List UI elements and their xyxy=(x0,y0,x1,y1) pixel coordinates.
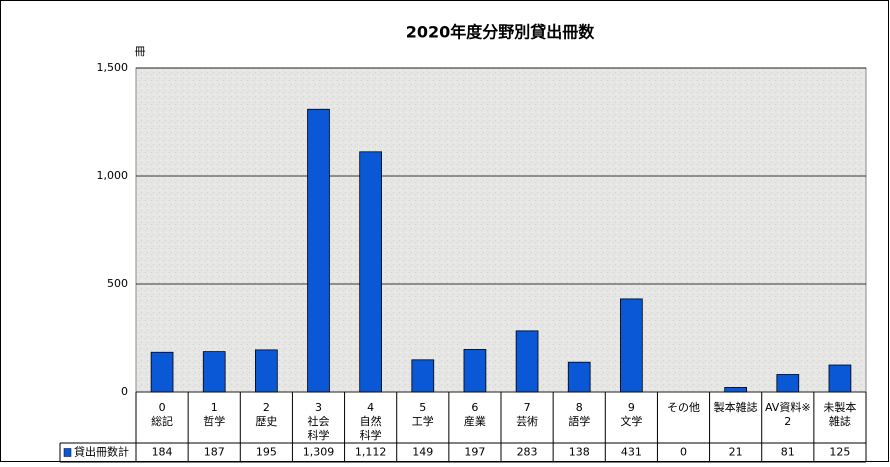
data-table-value: 195 xyxy=(256,446,277,459)
data-table-value: 184 xyxy=(152,446,173,459)
y-axis-label: 冊 xyxy=(135,45,146,58)
x-tick-label: 1 xyxy=(211,401,218,414)
x-tick-label: 科学 xyxy=(360,428,382,442)
bar xyxy=(150,351,174,393)
x-tick-label: 3 xyxy=(315,401,322,414)
data-table-value: 197 xyxy=(464,446,485,459)
x-tick-label: 文学 xyxy=(620,414,642,428)
data-table-value: 0 xyxy=(680,446,687,459)
y-tick-label: 1,500 xyxy=(97,61,129,74)
x-tick-label: 7 xyxy=(524,401,531,414)
bar xyxy=(255,349,278,393)
x-tick-label: 歴史 xyxy=(255,415,277,428)
data-table-value: 81 xyxy=(781,446,795,459)
bar xyxy=(515,330,539,393)
x-tick-label: 総記 xyxy=(151,414,173,428)
x-tick-label: 自然 xyxy=(360,414,382,428)
x-tick-label: 未製本 xyxy=(823,400,856,414)
data-table-value: 138 xyxy=(569,446,590,459)
chart-title: 2020年度分野別貸出冊数 xyxy=(406,23,596,42)
x-tick-label: 産業 xyxy=(464,415,486,428)
data-table-value: 125 xyxy=(829,446,850,459)
x-tick-label: 哲学 xyxy=(203,414,225,428)
x-tick-label: 語学 xyxy=(568,414,590,428)
plot-area xyxy=(135,67,867,393)
bar xyxy=(776,374,800,393)
bar xyxy=(620,298,643,393)
x-tick-label: 科学 xyxy=(308,428,330,442)
y-tick-label: 0 xyxy=(121,385,128,398)
data-table-value: 283 xyxy=(517,446,538,459)
bar xyxy=(359,151,382,393)
data-table-value: 187 xyxy=(204,446,225,459)
bar xyxy=(567,361,591,393)
x-tick-label: 6 xyxy=(471,401,478,414)
x-tick-label: 4 xyxy=(367,401,374,414)
data-table-value: 1,309 xyxy=(303,446,335,459)
x-tick-label: 社会 xyxy=(308,414,330,428)
legend-key xyxy=(63,448,72,457)
x-tick-label: 9 xyxy=(628,401,635,414)
x-tick-label: 0 xyxy=(159,401,166,414)
data-table-value: 21 xyxy=(729,446,743,459)
bar xyxy=(463,349,487,393)
x-tick-label: 工学 xyxy=(412,414,434,428)
bar xyxy=(202,351,226,393)
legend-label: 貸出冊数計 xyxy=(74,445,129,459)
x-tick-label: 8 xyxy=(576,401,583,414)
bar xyxy=(828,364,852,393)
data-table-value: 149 xyxy=(412,446,433,459)
y-tick-label: 500 xyxy=(107,277,128,290)
x-tick-label: 2 xyxy=(263,401,270,414)
data-table-value: 431 xyxy=(621,446,642,459)
x-tick-label: その他 xyxy=(667,401,700,414)
bar xyxy=(307,108,330,393)
data-table-value: 1,112 xyxy=(355,446,387,459)
bar xyxy=(411,359,435,393)
bar xyxy=(724,387,747,393)
x-tick-label: 雑誌 xyxy=(829,414,851,428)
x-tick-label: AV資料※ xyxy=(765,400,811,414)
x-tick-label: 5 xyxy=(419,401,426,414)
y-tick-label: 1,000 xyxy=(97,169,129,182)
x-tick-label: 芸術 xyxy=(516,415,538,428)
x-tick-label: 製本雑誌 xyxy=(714,400,758,414)
x-tick-label: 2 xyxy=(784,415,791,428)
